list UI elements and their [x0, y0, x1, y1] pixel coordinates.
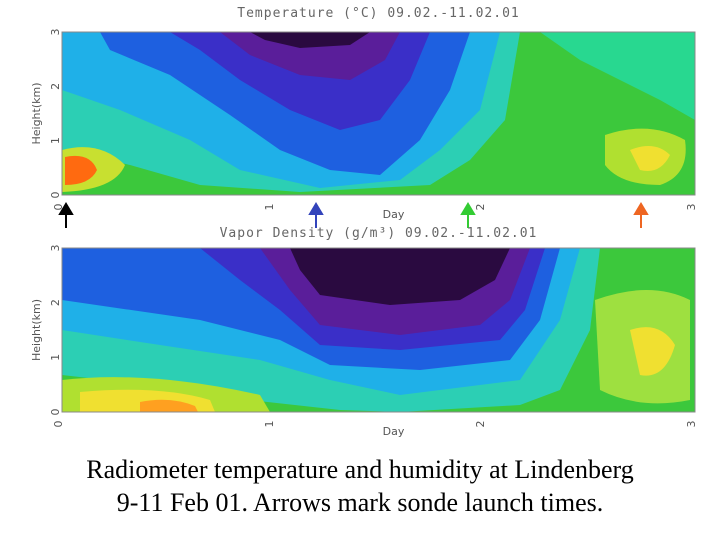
- y-axis-label: Height(km): [30, 82, 43, 144]
- plot-frame: [61, 31, 696, 196]
- y-tick-label: 0: [49, 409, 62, 416]
- plot-frame: [61, 247, 696, 413]
- arrow: [308, 202, 324, 228]
- x-tick-label: 0: [52, 204, 65, 211]
- x-tick-label: 3: [685, 421, 698, 428]
- y-tick-label: 3: [49, 245, 62, 252]
- y-tick-label: 2: [49, 299, 62, 306]
- arrow: [58, 202, 74, 228]
- y-tick-label: 2: [49, 83, 62, 90]
- labels: Temperature (°C) 09.02.-11.02.01 Day Heigh…: [30, 6, 698, 438]
- x-tick-label: 1: [263, 204, 276, 211]
- y-axis-label: Height(km): [30, 299, 43, 361]
- arrow: [633, 202, 649, 228]
- temperature-field: [62, 32, 695, 195]
- x-tick-label: 0: [52, 421, 65, 428]
- x-tick-label: 1: [263, 421, 276, 428]
- panel-title: Temperature (°C) 09.02.-11.02.01: [237, 6, 519, 21]
- panel-title: Vapor Density (g/m³) 09.02.-11.02.01: [220, 226, 538, 241]
- caption-line: 9-11 Feb 01. Arrows mark sonde launch ti…: [117, 488, 603, 517]
- y-tick-label: 3: [49, 29, 62, 36]
- x-tick-label: 2: [474, 421, 487, 428]
- caption-line: Radiometer temperature and humidity at L…: [86, 455, 634, 484]
- arrow: [460, 202, 476, 228]
- x-tick-label: 3: [685, 204, 698, 211]
- y-tick-label: 0: [49, 192, 62, 199]
- x-axis-label: Day: [383, 425, 405, 438]
- launch-arrows: [58, 202, 649, 228]
- y-tick-label: 1: [49, 137, 62, 144]
- y-tick-label: 1: [49, 354, 62, 361]
- vapor-density-field: [62, 248, 695, 412]
- x-axis-label: Day: [383, 208, 405, 221]
- x-tick-label: 2: [474, 204, 487, 211]
